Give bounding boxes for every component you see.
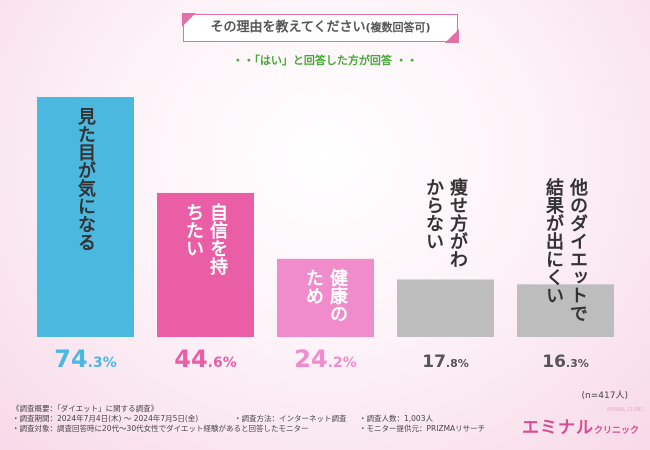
bar-chart: 見た目が気になる 74.3% 自信を持ちたい 44.6% 健康のため 24.2% 痩せ方がわ… — [37, 97, 614, 373]
footnote-method: ・調査方法：インターネット調査 — [234, 414, 347, 423]
bar-3 — [277, 258, 374, 337]
footnote-count: ・調査人数：1,003人 — [359, 414, 433, 423]
brand-suffix: クリニック — [594, 426, 640, 436]
chart-subtitle: ・・「はい」と回答した方が回答 ・・ — [232, 54, 418, 67]
category-label-1: 見た目が気になる — [75, 107, 97, 251]
footnote-period: ・調査期間：2024年7月4日(木) ～ 2024年7月5日(金) — [12, 414, 199, 423]
chart-title-main: その理由を教えてください — [210, 20, 366, 35]
brand-small-logo: EMINAL CLINIC — [607, 407, 644, 413]
sample-size-label: (n=417人) — [581, 391, 628, 401]
value-label-2: 44.6% — [174, 345, 237, 373]
category-label-3: 健康のため — [303, 268, 348, 323]
category-label-4: 痩せ方がわからない — [423, 177, 468, 268]
chart-title: その理由を教えてください(複数回答可) — [182, 13, 459, 43]
bar-1 — [37, 97, 134, 337]
bar-5 — [517, 284, 614, 337]
value-label-4: 17.8% — [422, 352, 469, 372]
footnote-provider: ・モニター提供元：PRIZMAリサーチ — [359, 424, 486, 433]
chart-title-sub: (複数回答可) — [365, 21, 431, 34]
bar-4 — [397, 279, 494, 337]
value-label-3: 24.2% — [294, 345, 357, 373]
footnote-target: ・調査対象：調査回答時に20代～30代女性でダイエット経験があると回答したモニタ… — [12, 424, 309, 433]
brand-logo: エミナルクリニック — [522, 413, 639, 438]
category-label-5: 他のダイエットで結果が出にくい — [543, 177, 589, 322]
category-label-2: 自信を持ちたい — [183, 202, 228, 276]
survey-footnotes: 《調査概要：「ダイエット」に関する調査》 ・調査期間：2024年7月4日(木) … — [12, 404, 512, 434]
brand-name: エミナル — [522, 418, 594, 438]
footnote-overview: 《調査概要：「ダイエット」に関する調査》 — [12, 404, 159, 413]
value-label-5: 16.3% — [542, 352, 589, 372]
bar-2 — [157, 192, 254, 337]
value-label-1: 74.3% — [54, 345, 117, 373]
